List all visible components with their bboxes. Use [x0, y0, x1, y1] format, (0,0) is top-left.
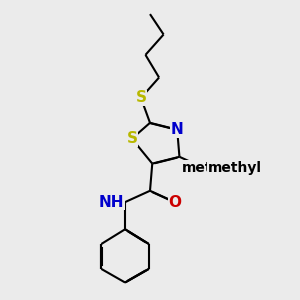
Text: N: N	[171, 122, 184, 137]
Text: S: S	[126, 131, 137, 146]
Text: O: O	[168, 195, 182, 210]
Text: methyl: methyl	[208, 161, 262, 175]
Text: S: S	[135, 90, 146, 105]
Text: NH: NH	[98, 195, 124, 210]
Text: methyl: methyl	[182, 161, 236, 175]
